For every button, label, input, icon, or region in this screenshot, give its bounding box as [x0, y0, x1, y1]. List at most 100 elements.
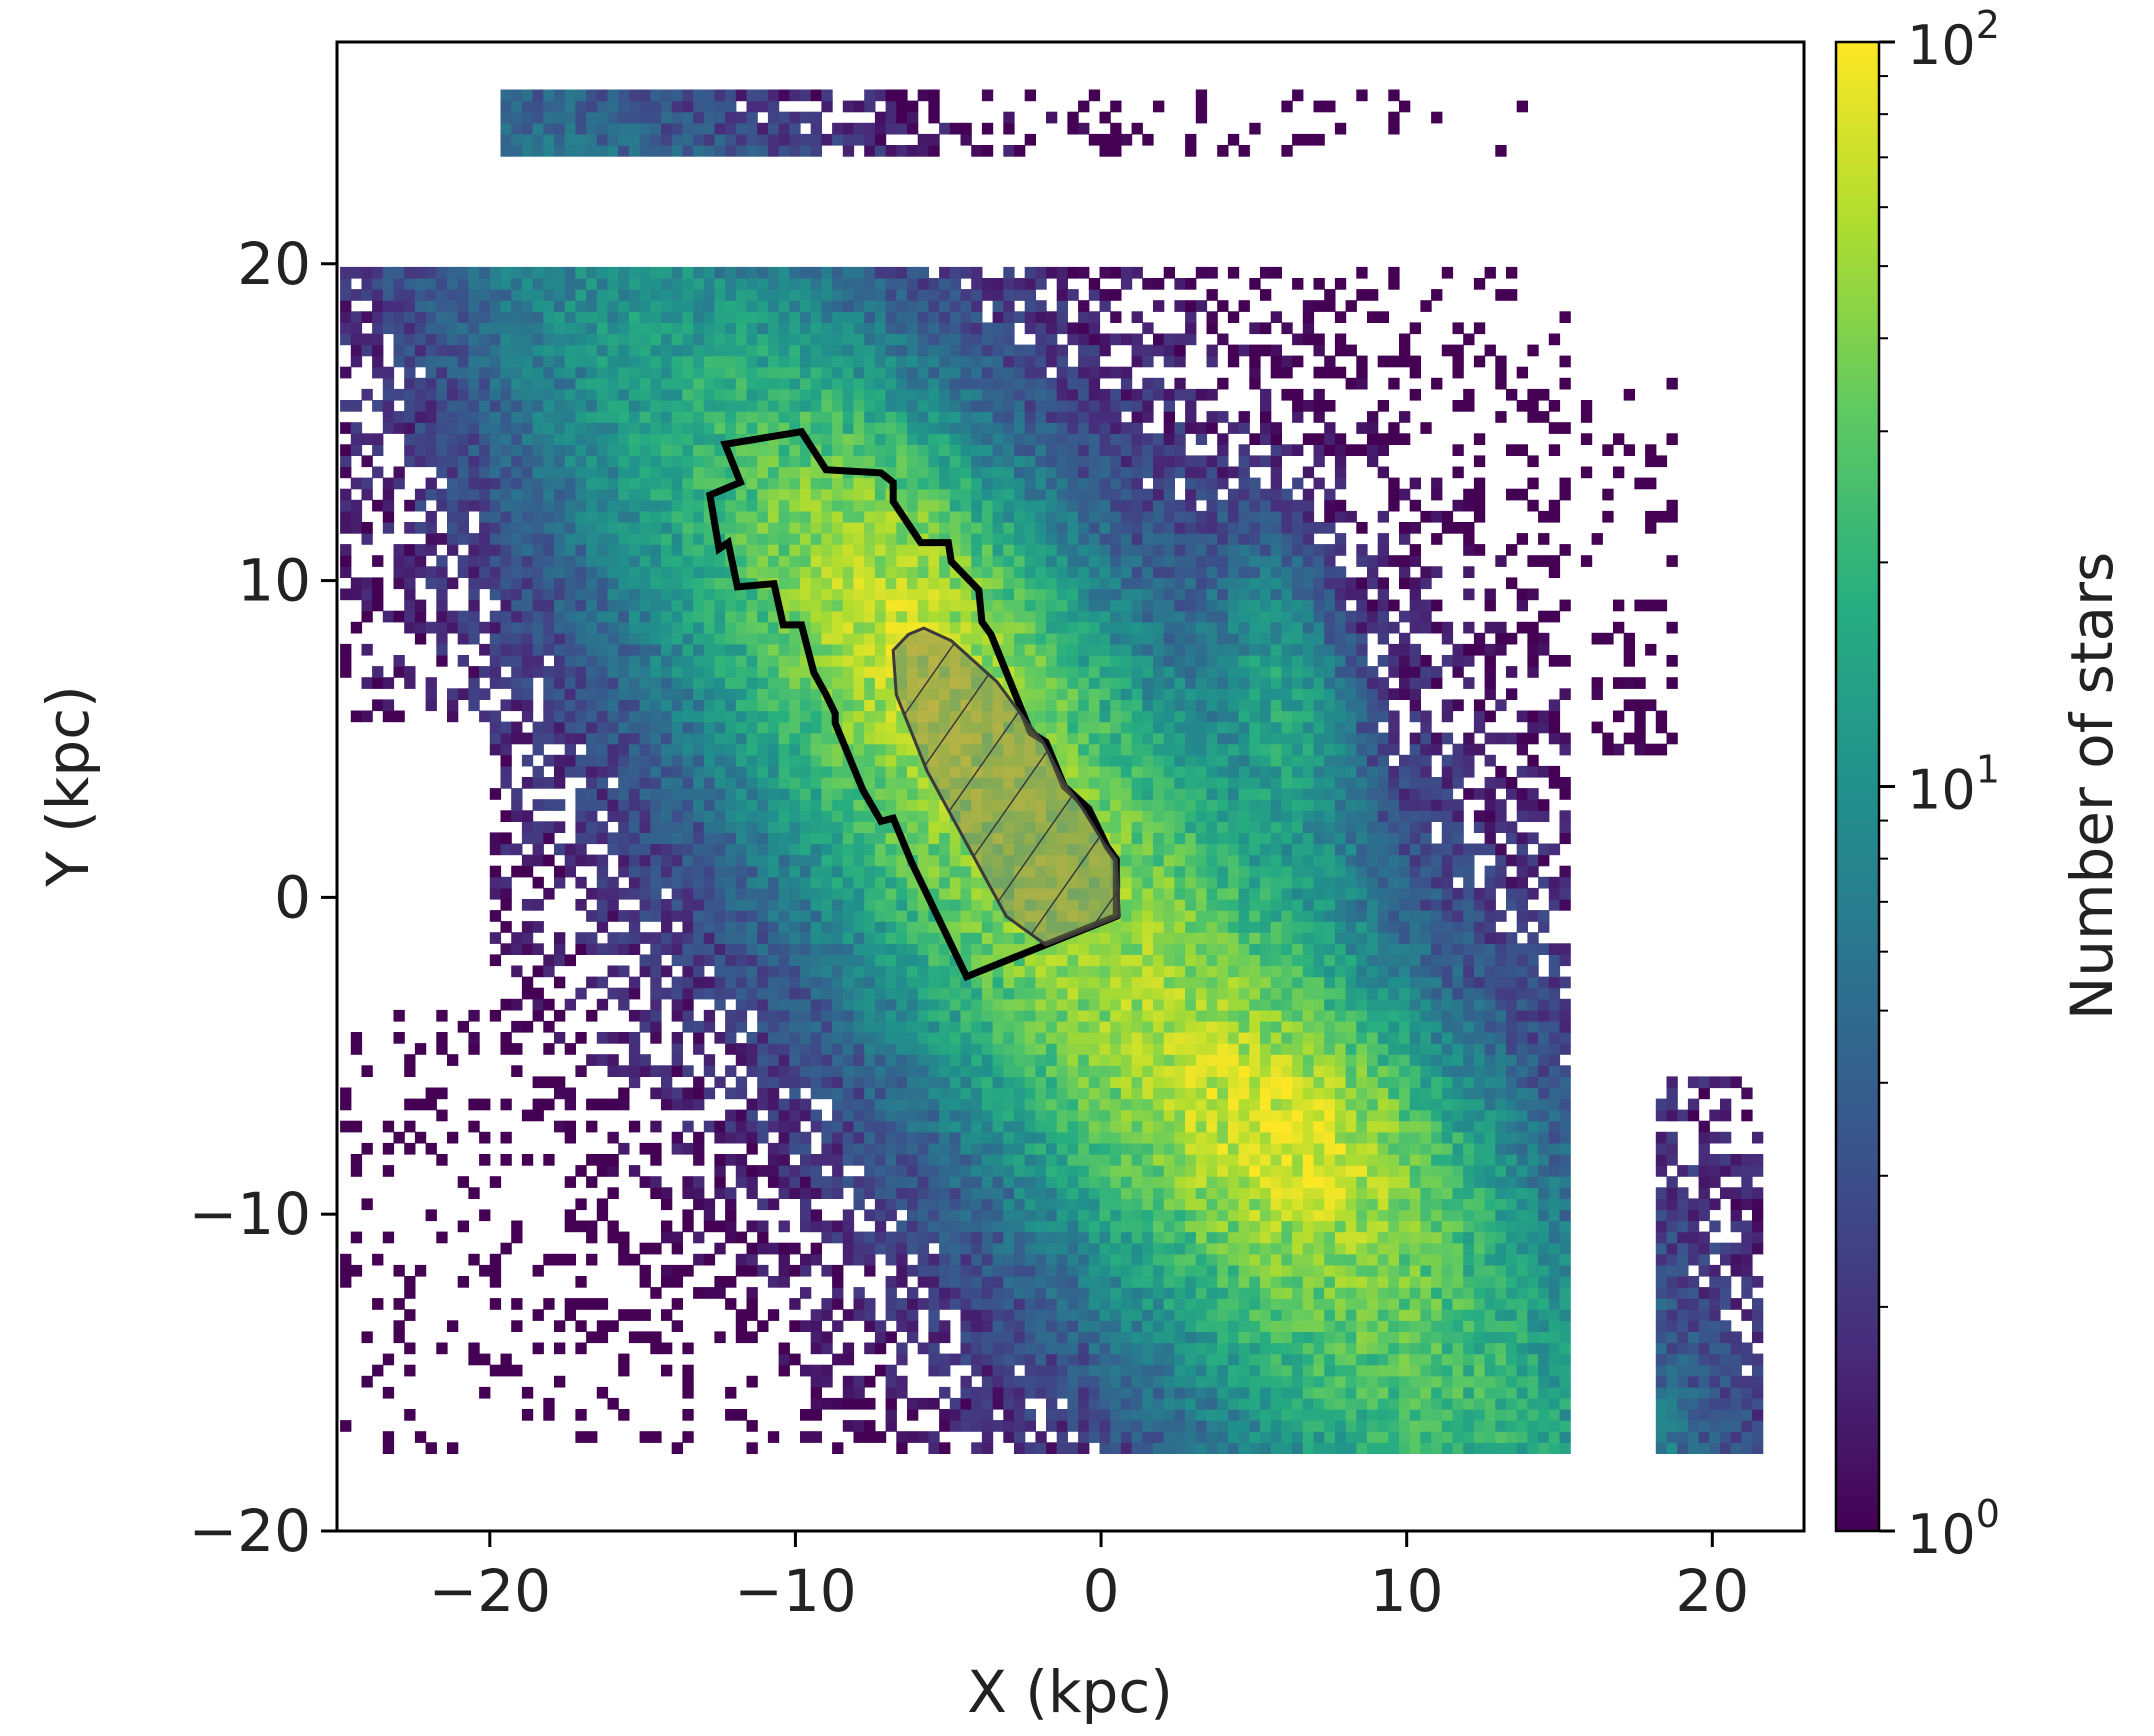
heatmap-bin [885, 821, 897, 833]
heatmap-bin [971, 1442, 983, 1454]
heatmap-bin [511, 122, 523, 135]
heatmap-bin [896, 1320, 908, 1332]
heatmap-bin [842, 765, 855, 778]
heatmap-bin [532, 145, 544, 157]
heatmap-bin [575, 810, 587, 822]
heatmap-bin [981, 510, 994, 523]
heatmap-bin [907, 1264, 919, 1277]
heatmap-bin [821, 932, 833, 944]
heatmap-bin [596, 887, 609, 900]
heatmap-bin [874, 555, 887, 567]
heatmap-bin [564, 355, 576, 368]
heatmap-bin [607, 366, 619, 379]
heatmap-bin [853, 266, 865, 279]
heatmap-bin [757, 810, 769, 822]
heatmap-bin [800, 1131, 812, 1144]
heatmap-bin [1024, 1253, 1036, 1266]
heatmap-bin [939, 1209, 951, 1222]
heatmap-bin [661, 788, 673, 800]
heatmap-bin [917, 943, 929, 955]
heatmap-bin [457, 632, 469, 645]
heatmap-bin [1014, 1120, 1026, 1133]
heatmap-bin [853, 655, 865, 667]
heatmap-bin [757, 377, 769, 390]
heatmap-bin [960, 377, 972, 390]
heatmap-bin [789, 488, 801, 501]
heatmap-bin [981, 1331, 994, 1344]
heatmap-bin [575, 899, 587, 911]
heatmap-bin [864, 522, 876, 534]
heatmap-bin [939, 843, 951, 856]
heatmap-bin [885, 643, 897, 656]
heatmap-bin [639, 588, 651, 601]
heatmap-bin [607, 466, 619, 479]
heatmap-bin [767, 610, 780, 623]
heatmap-bin [554, 1009, 566, 1022]
heatmap-bin [489, 843, 502, 856]
heatmap-bin [810, 1176, 822, 1188]
heatmap-bin [489, 743, 502, 756]
heatmap-bin [682, 466, 694, 479]
heatmap-bin [457, 333, 469, 346]
heatmap-bin [511, 444, 523, 456]
heatmap-bin [564, 954, 576, 967]
heatmap-bin [821, 765, 833, 778]
heatmap-bin [393, 322, 405, 335]
heatmap-bin [468, 1098, 480, 1111]
heatmap-bin [992, 666, 1004, 678]
heatmap-bin [543, 799, 555, 811]
heatmap-bin [832, 655, 844, 667]
heatmap-bin [489, 1364, 502, 1377]
heatmap-bin [874, 1076, 887, 1089]
heatmap-bin [896, 322, 908, 335]
heatmap-bin [628, 610, 641, 623]
heatmap-bin [554, 388, 566, 401]
heatmap-bin [896, 344, 908, 357]
heatmap-bin [693, 954, 705, 967]
heatmap-bin [896, 1120, 908, 1133]
heatmap-bin [586, 943, 598, 955]
heatmap-bin [618, 655, 630, 667]
heatmap-bin [1003, 278, 1015, 290]
heatmap-bin [1024, 1176, 1036, 1188]
heatmap-bin [885, 932, 897, 944]
heatmap-bin [671, 145, 683, 157]
heatmap-bin [575, 1032, 587, 1044]
heatmap-bin [821, 1331, 833, 1344]
heatmap-bin [468, 566, 480, 578]
heatmap-bin [810, 887, 822, 900]
heatmap-bin [382, 699, 395, 712]
heatmap-bin [725, 1209, 737, 1222]
heatmap-bin [832, 555, 844, 567]
heatmap-bin [757, 1032, 769, 1044]
heatmap-bin [821, 1397, 833, 1410]
heatmap-bin [586, 699, 598, 712]
heatmap-bin [586, 887, 598, 900]
heatmap-bin [853, 643, 865, 656]
heatmap-bin [532, 278, 544, 290]
heatmap-bin [447, 610, 459, 623]
heatmap-bin [842, 899, 855, 911]
heatmap-bin [682, 1431, 694, 1443]
heatmap-bin [575, 377, 587, 390]
heatmap-bin [907, 111, 919, 124]
heatmap-bin [511, 1298, 523, 1310]
heatmap-bin [853, 1298, 865, 1310]
heatmap-bin [661, 477, 673, 490]
heatmap-bin [372, 322, 384, 335]
heatmap-bin [607, 932, 619, 944]
heatmap-bin [725, 910, 737, 922]
heatmap-bin [350, 1120, 363, 1133]
heatmap-bin [949, 522, 962, 534]
heatmap-bin [650, 987, 662, 1000]
heatmap-bin [1003, 1264, 1015, 1277]
heatmap-bin [650, 932, 662, 944]
heatmap-bin [971, 865, 983, 878]
heatmap-bin [350, 311, 363, 323]
heatmap-bin [800, 555, 812, 567]
heatmap-bin [703, 865, 716, 878]
heatmap-bin [896, 632, 908, 645]
heatmap-bin [693, 433, 705, 445]
heatmap-bin [628, 322, 641, 335]
heatmap-bin [971, 1342, 983, 1355]
